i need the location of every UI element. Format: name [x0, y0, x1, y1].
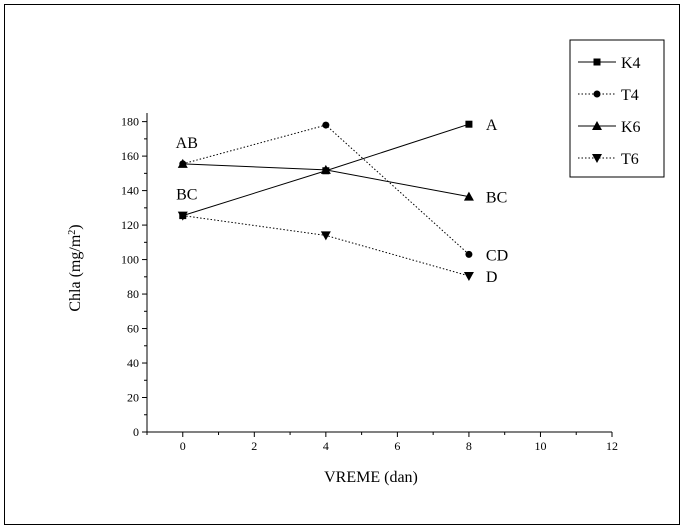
y-axis-title-sup: 2: [67, 230, 78, 235]
annotation-label: D: [486, 269, 498, 286]
legend-label-t4: T4: [621, 87, 639, 104]
x-tick-label: 10: [534, 439, 546, 453]
series-layer: [177, 120, 474, 281]
series-k6: [177, 158, 474, 201]
data-point-k6: [463, 191, 474, 201]
legend-label-k6: K6: [621, 119, 641, 136]
x-tick-label: 6: [394, 439, 400, 453]
y-tick-label: 180: [121, 115, 139, 129]
legend-marker-t4: [593, 90, 601, 98]
legend-label-k4: K4: [621, 55, 641, 72]
chart-frame: [4, 4, 680, 525]
data-point-t4: [465, 250, 473, 258]
series-t6: [177, 211, 474, 281]
legend-marker-k4: [593, 58, 601, 66]
x-tick-label: 12: [606, 439, 618, 453]
annotation-label: AB: [176, 135, 198, 152]
legend-box: [569, 39, 665, 178]
y-tick-label: 0: [133, 425, 139, 439]
data-point-k6: [177, 158, 188, 168]
x-tick-label: 0: [180, 439, 186, 453]
y-tick-label: 40: [127, 356, 139, 370]
y-tick-label: 60: [127, 322, 139, 336]
x-tick-label: 8: [466, 439, 472, 453]
x-tick-label: 2: [251, 439, 257, 453]
y-tick-label: 80: [127, 287, 139, 301]
legend: K4 T4 K6 T6: [569, 39, 665, 178]
data-point-t6: [320, 231, 331, 241]
annotation-layer: AB BC A BC CD D: [176, 117, 509, 286]
annotation-label: A: [486, 117, 498, 134]
annotation-label: CD: [486, 247, 508, 264]
data-point-t4: [322, 121, 330, 129]
y-tick-label: 100: [121, 253, 139, 267]
data-point-t6: [463, 271, 474, 281]
data-point-k6: [320, 164, 331, 174]
y-axis-title-main: Chla (mg/m: [67, 234, 84, 311]
legend-marker-t6: [592, 154, 602, 163]
y-tick-label: 120: [121, 218, 139, 232]
y-tick-label: 20: [127, 391, 139, 405]
legend-marker-k6: [592, 121, 602, 130]
y-axis-title: Chla (mg/m2): [67, 224, 85, 311]
annotation-label: BC: [486, 190, 507, 207]
legend-label-t6: T6: [621, 151, 639, 168]
data-point-k4: [465, 120, 473, 128]
annotation-label: BC: [176, 187, 197, 204]
y-axis-title-end: ): [67, 224, 84, 229]
x-axis-title: VREME (dan): [324, 469, 418, 486]
x-tick-label: 4: [323, 439, 329, 453]
y-tick-label: 160: [121, 149, 139, 163]
data-point-t6: [177, 211, 188, 221]
series-line-t6: [182, 215, 470, 277]
y-tick-label: 140: [121, 184, 139, 198]
